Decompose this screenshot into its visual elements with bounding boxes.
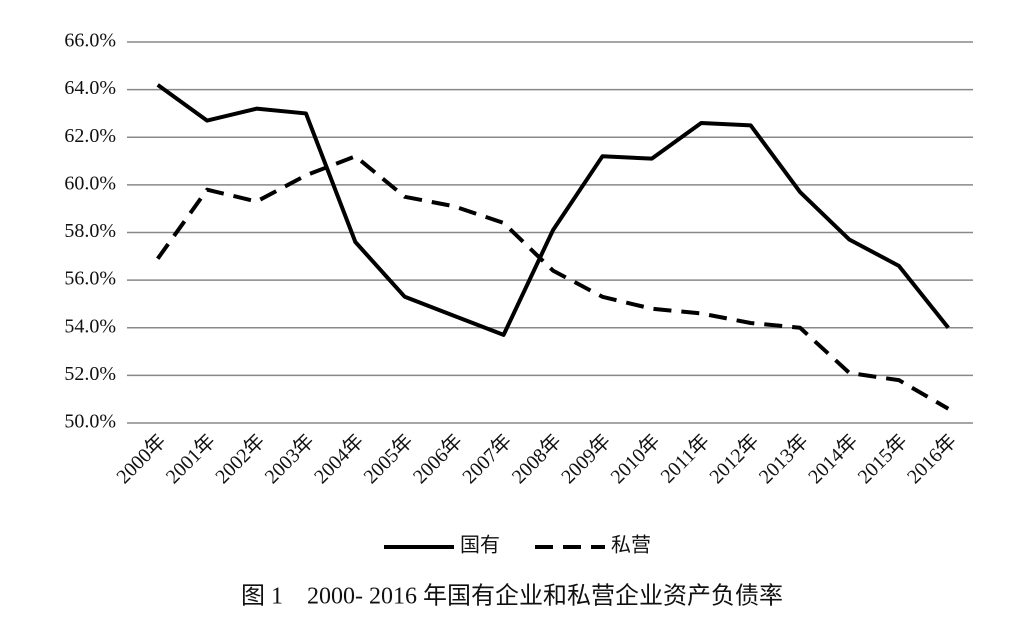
y-tick-label: 52.0% xyxy=(64,363,116,385)
y-tick-label: 56.0% xyxy=(64,268,116,290)
x-tick-label: 2007年 xyxy=(458,430,517,489)
x-tick-label: 2006年 xyxy=(408,430,467,489)
y-tick-label: 64.0% xyxy=(64,77,116,99)
y-tick-label: 62.0% xyxy=(64,125,116,147)
x-tick-label: 2003年 xyxy=(260,430,319,489)
x-tick-label: 2011年 xyxy=(656,430,714,488)
x-tick-label: 2008年 xyxy=(507,430,566,489)
x-tick-label: 2014年 xyxy=(804,430,863,489)
series-line xyxy=(156,83,950,337)
x-tick-label: 2016年 xyxy=(902,430,961,489)
x-tick-label: 2000年 xyxy=(112,430,171,489)
y-tick-label: 66.0% xyxy=(64,30,116,52)
x-tick-label: 2013年 xyxy=(754,430,813,489)
x-tick-label: 2009年 xyxy=(557,430,616,489)
x-tick-label: 2012年 xyxy=(705,430,764,489)
x-tick-label: 2010年 xyxy=(606,430,665,489)
y-tick-label: 50.0% xyxy=(64,411,116,433)
x-tick-label: 2001年 xyxy=(161,430,220,489)
chart-caption: 图 1 2000- 2016 年国有企业和私营企业资产负债率 xyxy=(241,583,783,610)
x-tick-label: 2004年 xyxy=(309,430,368,489)
legend-label: 私营 xyxy=(611,534,651,557)
x-tick-label: 2015年 xyxy=(853,430,912,489)
series-line xyxy=(156,154,950,411)
x-tick-label: 2002年 xyxy=(211,430,270,489)
y-tick-label: 60.0% xyxy=(64,172,116,194)
x-tick-label: 2005年 xyxy=(359,430,418,489)
legend-label: 国有 xyxy=(460,534,500,557)
y-tick-label: 58.0% xyxy=(64,220,116,242)
y-tick-label: 54.0% xyxy=(64,315,116,337)
